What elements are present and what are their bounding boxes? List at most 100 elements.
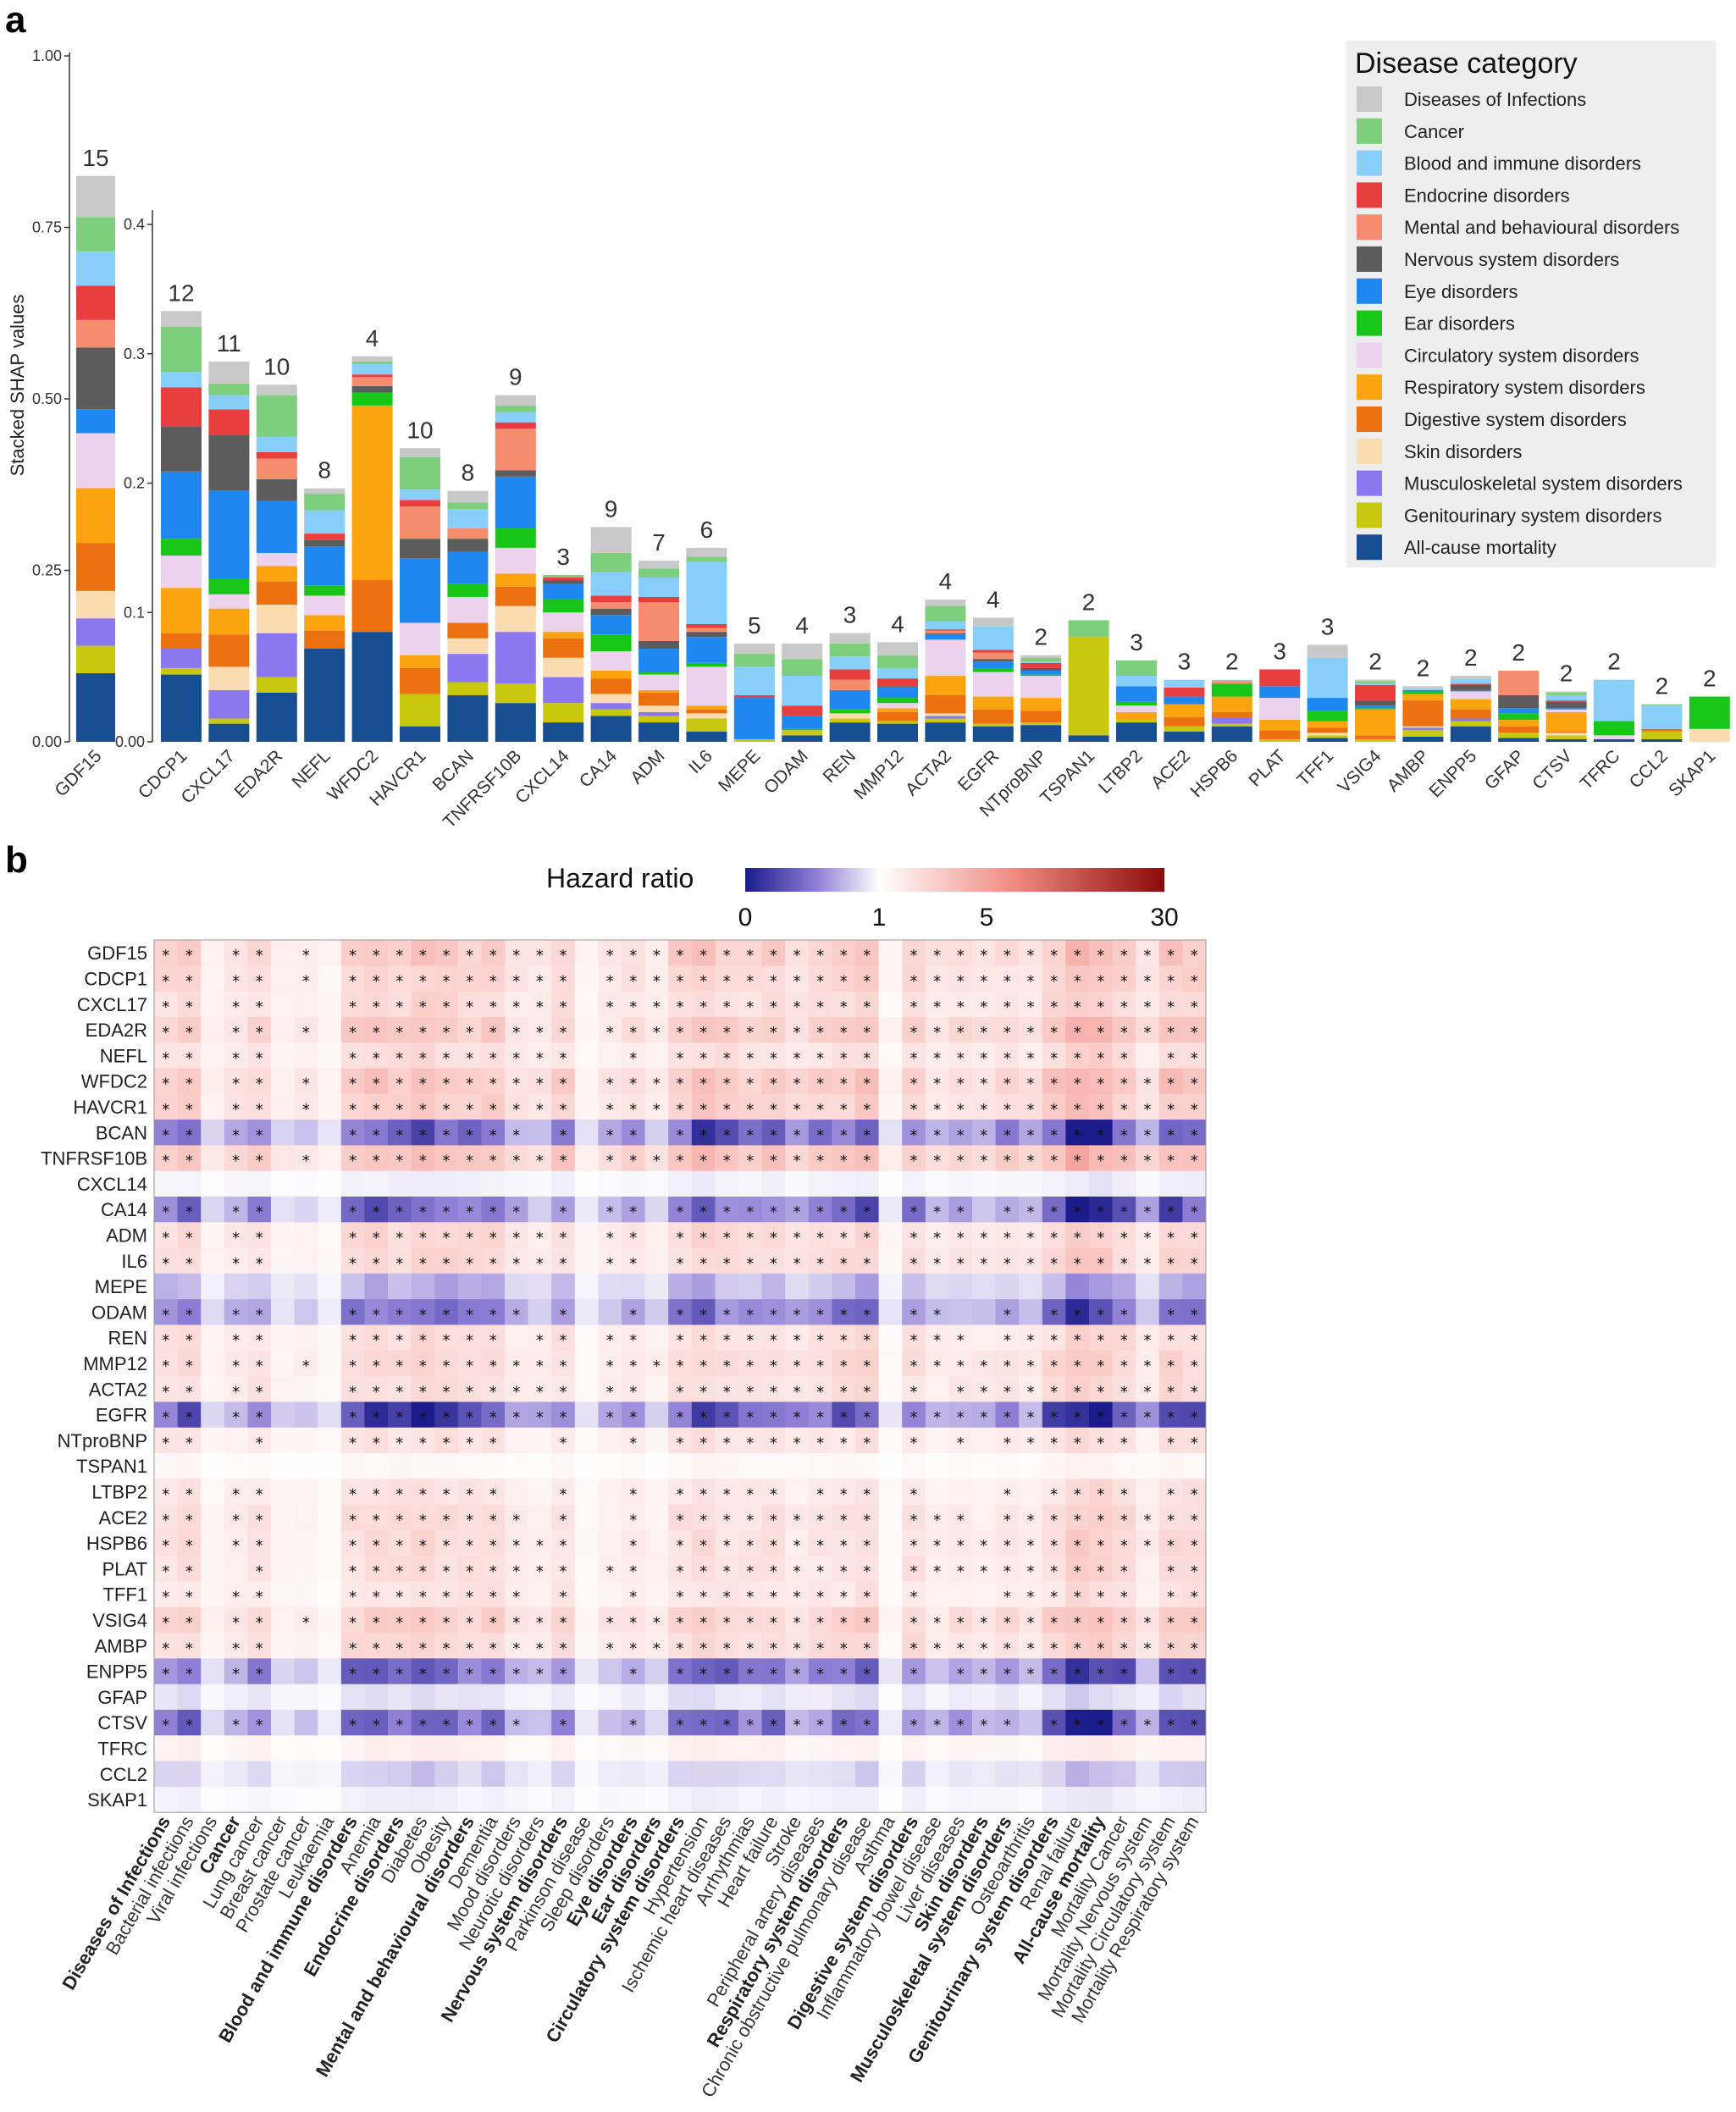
significance-star: * (536, 1255, 544, 1273)
bar-segment (1211, 683, 1252, 697)
heatmap-cell (622, 940, 646, 966)
heatmap-cell (715, 1170, 739, 1197)
significance-star: * (232, 1614, 240, 1632)
heatmap-cell (457, 1761, 482, 1788)
significance-star: * (1167, 1126, 1175, 1144)
bar-segment (304, 493, 346, 511)
significance-star: * (185, 947, 193, 965)
heatmap-cell (340, 1761, 365, 1788)
heatmap-cell (201, 1633, 225, 1659)
heatmap-cell (948, 1170, 973, 1197)
significance-star: * (723, 1255, 731, 1273)
bar-segment (972, 659, 1014, 662)
significance-star: * (677, 1306, 684, 1324)
significance-star: * (560, 1717, 567, 1734)
heatmap-cell (878, 1606, 903, 1634)
heatmap-cell (481, 1145, 506, 1172)
heatmap-cell (247, 1120, 272, 1146)
heatmap-cell (294, 1684, 318, 1711)
heatmap-cell (271, 1016, 296, 1043)
significance-star: * (185, 1717, 193, 1734)
significance-star: * (699, 1332, 707, 1350)
heatmap-cell (154, 1093, 179, 1120)
significance-star: * (1144, 947, 1152, 965)
heatmap-cell (457, 1684, 482, 1711)
heatmap-cell (505, 1273, 529, 1300)
significance-star: * (746, 1255, 754, 1273)
heatmap-cell (1089, 1042, 1114, 1069)
heatmap-cell (1089, 1786, 1114, 1813)
significance-star: * (1050, 1562, 1058, 1580)
significance-star: * (863, 1639, 871, 1657)
heatmap-cell (574, 1633, 599, 1659)
significance-star: * (395, 1639, 403, 1657)
significance-star: * (863, 1562, 871, 1580)
significance-star: * (1191, 1485, 1198, 1503)
bar-count-label: 10 (263, 353, 290, 379)
heatmap-cell (622, 1016, 646, 1043)
significance-star: * (560, 1485, 567, 1503)
significance-star: * (816, 1229, 824, 1247)
heatmap-row-label: ADM (106, 1225, 147, 1246)
bar-segment (829, 633, 871, 644)
heatmap-cell (925, 1658, 949, 1685)
heatmap-cell (201, 1761, 225, 1788)
significance-star: * (770, 998, 777, 1016)
significance-star: * (395, 1485, 403, 1503)
heatmap-row-label: MMP12 (83, 1353, 147, 1374)
heatmap-cell (294, 1068, 318, 1095)
significance-star: * (395, 1101, 403, 1119)
bar-segment (1594, 735, 1634, 739)
heatmap-cell (738, 1786, 763, 1813)
significance-star: * (185, 1639, 193, 1657)
significance-star: * (489, 1666, 497, 1684)
heatmap-cell (340, 1120, 365, 1146)
significance-star: * (980, 1075, 987, 1093)
bar-segment (351, 580, 393, 633)
heatmap-cell (1182, 1042, 1207, 1069)
bar-segment (1164, 726, 1205, 732)
bar-segment (590, 694, 632, 704)
significance-star: * (699, 1562, 707, 1580)
bar-segment (1545, 692, 1587, 696)
significance-star: * (980, 1562, 987, 1580)
heatmap-cell (878, 1479, 903, 1506)
heatmap-cell (224, 1761, 248, 1788)
heatmap-cell (785, 1068, 810, 1095)
significance-star: * (677, 972, 684, 990)
significance-star: * (536, 1537, 544, 1555)
heatmap-cell (528, 1735, 552, 1762)
bar-segment (543, 722, 584, 742)
heatmap-cell (761, 1761, 786, 1788)
significance-star: * (957, 1666, 965, 1684)
heatmap-cell (925, 991, 949, 1018)
bar-segment (1164, 687, 1205, 697)
heatmap-cell (1182, 1068, 1207, 1095)
significance-star: * (770, 1203, 777, 1221)
significance-star: * (232, 1049, 240, 1067)
heatmap-cell (201, 1479, 225, 1506)
significance-star: * (419, 1332, 427, 1350)
significance-star: * (606, 1357, 614, 1375)
significance-star: * (699, 1306, 707, 1324)
heatmap-cell (388, 1786, 412, 1813)
x-tick-label: ADM (627, 746, 668, 788)
heatmap-cell (154, 1068, 179, 1095)
significance-star: * (1144, 1332, 1152, 1350)
heatmap-cell (995, 1016, 1020, 1043)
heatmap-cell (528, 1710, 552, 1736)
heatmap-row-label: ENPP5 (86, 1661, 147, 1683)
significance-star: * (560, 947, 567, 965)
bar-segment (256, 395, 297, 437)
significance-star: * (723, 1049, 731, 1067)
bar-count-label: 2 (1034, 624, 1048, 650)
significance-star: * (699, 1485, 707, 1503)
heatmap-cell (294, 1145, 318, 1172)
bar-segment (1211, 696, 1252, 712)
heatmap-cell (972, 1427, 997, 1454)
bar-segment (304, 510, 346, 534)
significance-star: * (793, 1435, 801, 1452)
heatmap-cell (855, 1761, 880, 1788)
heatmap-cell (457, 1170, 482, 1197)
significance-star: * (723, 1512, 731, 1529)
